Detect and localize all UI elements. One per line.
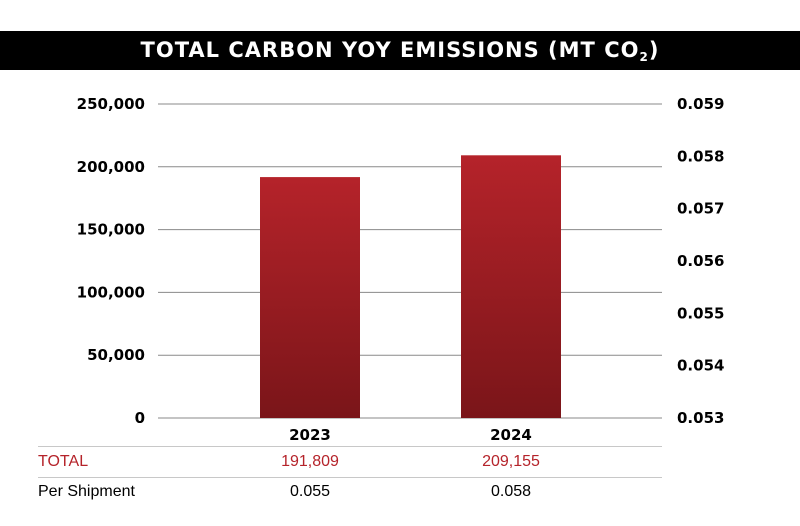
table-row-total: TOTAL 191,809 209,155 [38,446,662,478]
x-tick-label: 2024 [490,426,532,444]
gridlines [158,103,662,419]
x-tick-label: 2023 [289,426,331,444]
y-tick-label: 0 [135,409,145,427]
y-tick-label: 100,000 [77,283,145,301]
left-axis: 250,000 200,000 150,000 100,000 50,000 0 [77,95,145,427]
per-shipment-2023: 0.055 [289,483,331,500]
y2-tick-label: 0.058 [677,147,724,165]
y-tick-label: 250,000 [77,95,145,113]
y-tick-label: 150,000 [77,221,145,239]
chart-title-main: TOTAL CARBON YOY EMISSIONS (MT CO [140,37,640,62]
chart-title-subscript: 2 [639,49,649,64]
y2-tick-label: 0.054 [677,357,724,375]
title-bar: TOTAL CARBON YOY EMISSIONS (MT CO2) [0,31,800,70]
bars [260,155,561,418]
y2-tick-label: 0.053 [677,409,724,427]
y2-tick-label: 0.057 [677,200,724,218]
total-2024: 209,155 [482,453,540,470]
bar-2023 [260,177,360,418]
row-label-per-shipment: Per Shipment [38,483,135,500]
y2-tick-label: 0.059 [677,95,724,113]
y2-tick-label: 0.056 [677,252,724,270]
right-axis: 0.059 0.058 0.057 0.056 0.055 0.054 0.053 [677,95,724,427]
y-tick-label: 200,000 [77,158,145,176]
y-tick-label: 50,000 [87,346,145,364]
table-row-per-shipment: Per Shipment 0.055 0.058 [38,477,662,507]
row-label-total: TOTAL [38,453,89,470]
per-shipment-2024: 0.058 [490,483,532,500]
chart-title: TOTAL CARBON YOY EMISSIONS (MT CO2) [141,38,660,64]
total-2023: 191,809 [281,453,339,470]
y2-tick-label: 0.055 [677,304,724,322]
bar-chart: 250,000 200,000 150,000 100,000 50,000 0 0.05… [77,95,725,444]
bar-2024 [461,155,561,418]
category-labels: 2023 2024 [289,426,532,444]
chart-title-close: ) [648,37,660,62]
